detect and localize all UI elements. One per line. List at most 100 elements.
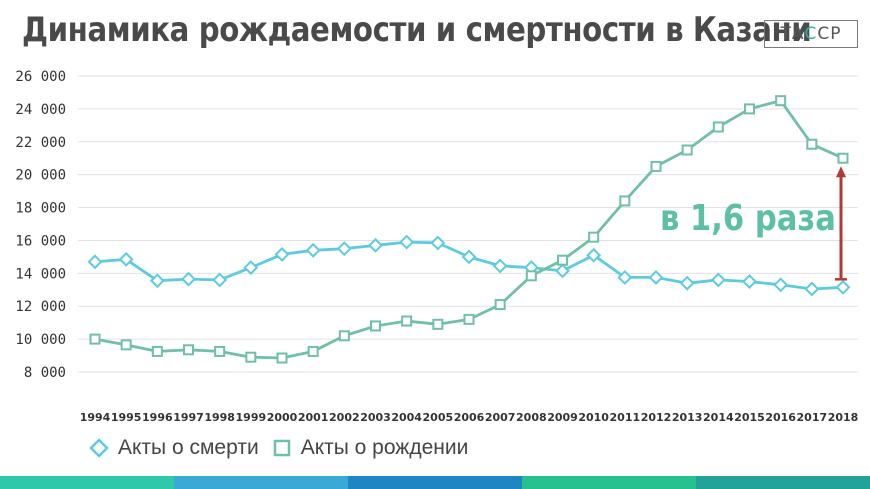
chart-title: Динамика рождаемости и смертности в Каза…: [22, 10, 812, 50]
data-point-square: [775, 95, 787, 107]
x-tick-label: 2008: [516, 411, 547, 424]
bottom-bar-segment: [522, 476, 696, 489]
data-point-diamond: [212, 272, 228, 288]
data-point-square: [557, 254, 568, 266]
data-point-diamond: [243, 260, 259, 275]
data-point-diamond: [368, 237, 383, 253]
data-point-square: [619, 195, 631, 207]
bottom-color-bar: [0, 476, 870, 489]
data-point-square: [463, 313, 475, 325]
data-point-square: [744, 103, 755, 115]
x-tick-label: 2012: [641, 411, 672, 424]
data-point-diamond: [274, 247, 290, 262]
x-tick-label: 2002: [329, 411, 360, 424]
data-point-square: [588, 231, 600, 243]
data-point-diamond: [399, 234, 415, 250]
x-tick-label: 2013: [672, 411, 703, 424]
y-tick-label: 14 000: [15, 266, 66, 282]
x-tick-label: 2003: [360, 411, 391, 424]
data-point-diamond: [679, 275, 695, 291]
data-point-diamond: [555, 263, 570, 279]
bottom-bar-segment: [348, 476, 522, 489]
y-tick-label: 8 000: [24, 365, 66, 381]
x-tick-label: 2000: [267, 411, 298, 424]
legend: Акты о смерти Акты о рождении: [88, 436, 468, 460]
diamond-marker-icon: [89, 438, 109, 458]
data-point-diamond: [149, 273, 165, 289]
legend-label-births: Акты о рождении: [300, 436, 469, 459]
data-point-square: [370, 320, 381, 332]
data-point-square: [432, 318, 444, 330]
data-point-diamond: [617, 270, 633, 285]
data-point-diamond: [118, 251, 134, 267]
x-tick-label: 2001: [298, 411, 329, 424]
data-point-square: [276, 352, 288, 364]
legend-item-deaths: Акты о смерти: [88, 436, 259, 460]
x-tick-label: 2010: [578, 411, 609, 424]
data-point-square: [806, 138, 818, 150]
y-tick-label: 20 000: [15, 168, 66, 184]
data-point-square: [837, 152, 849, 164]
data-point-square: [214, 345, 226, 357]
data-point-square: [525, 270, 537, 282]
bottom-bar-segment: [174, 476, 348, 489]
x-tick-label: 1996: [142, 411, 173, 424]
data-point-square: [681, 144, 693, 156]
data-point-diamond: [336, 241, 352, 257]
bottom-bar-segment: [696, 476, 870, 489]
ratio-annotation: в 1,6 раза: [660, 198, 836, 239]
data-point-diamond: [742, 274, 757, 289]
data-point-diamond: [492, 258, 508, 274]
arrow-head-icon: [836, 166, 846, 178]
x-tick-label: 2015: [734, 411, 765, 424]
data-point-square: [494, 299, 506, 311]
y-tick-label: 24 000: [15, 102, 66, 118]
square-marker-icon: [273, 439, 290, 457]
x-tick-label: 2005: [423, 411, 454, 424]
data-point-diamond: [181, 271, 196, 287]
data-point-square: [151, 345, 163, 357]
data-point-diamond: [773, 277, 789, 293]
data-point-diamond: [305, 242, 321, 258]
difference-arrow: [835, 166, 847, 281]
x-tick-label: 2017: [797, 411, 828, 424]
logo-suffix: СР: [817, 24, 842, 44]
data-point-square: [245, 351, 257, 363]
x-tick-label: 1998: [204, 411, 235, 424]
data-point-square: [338, 330, 350, 342]
x-tick-label: 2006: [454, 411, 485, 424]
data-point-diamond: [461, 249, 477, 265]
series: [87, 95, 851, 364]
data-point-diamond: [648, 270, 664, 285]
y-tick-label: 26 000: [15, 69, 66, 85]
x-tick-label: 1997: [173, 411, 204, 424]
y-tick-label: 10 000: [15, 332, 66, 348]
data-point-square: [183, 344, 194, 356]
y-tick-label: 22 000: [15, 135, 66, 151]
legend-label-deaths: Акты о смерти: [118, 436, 259, 459]
x-tick-label: 1995: [111, 411, 142, 424]
y-axis-ticks: 8 000 10 000 12 000 14 000 16 000 18 000 20 00…: [15, 69, 66, 381]
tass-logo: ТА С СР: [764, 20, 858, 48]
x-tick-label: 1994: [80, 411, 111, 424]
y-tick-label: 16 000: [15, 233, 66, 249]
data-point-diamond: [804, 281, 820, 297]
data-point-diamond: [87, 254, 103, 270]
x-tick-label: 2014: [703, 411, 734, 424]
logo-prefix: ТА: [780, 24, 805, 44]
data-point-square: [89, 333, 101, 345]
x-axis-ticks: 1994 1995 1996 1997 1998 1999 2000 2001 2002 2003…: [80, 411, 859, 424]
series-line: [94, 240, 844, 291]
x-tick-label: 2018: [828, 411, 859, 424]
y-tick-label: 12 000: [15, 299, 66, 315]
data-point-square: [712, 121, 724, 133]
legend-item-births: Акты о рождении: [271, 436, 469, 460]
x-tick-label: 2007: [485, 411, 516, 424]
x-tick-label: 2016: [765, 411, 796, 424]
x-tick-label: 1999: [236, 411, 267, 424]
data-point-diamond: [586, 247, 602, 263]
data-point-diamond: [835, 279, 851, 295]
x-tick-label: 2004: [391, 411, 422, 424]
grid-lines: [78, 75, 858, 373]
